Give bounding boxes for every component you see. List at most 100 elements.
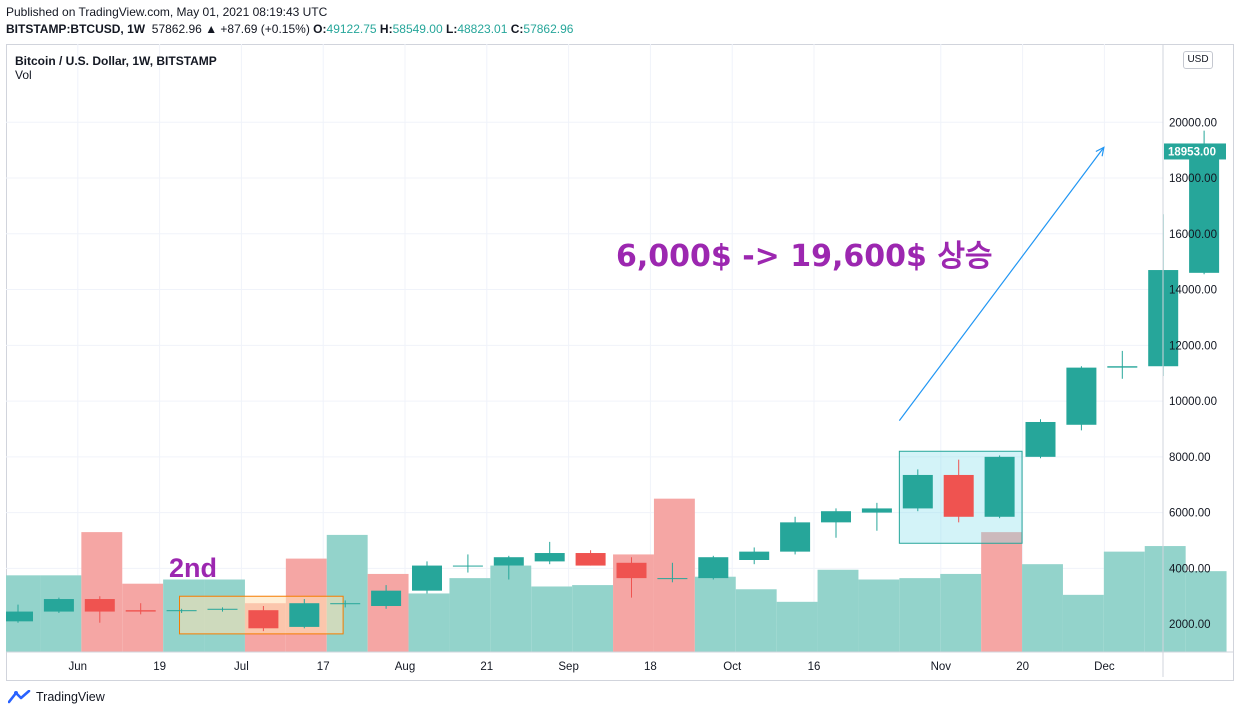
volume-bar [572,585,614,652]
volume-bar [981,532,1023,652]
price-tick-label: 12000.00 [1169,340,1217,352]
candlesticks [6,130,1220,632]
candle-body [984,456,1015,517]
candle-body [84,599,115,612]
tradingview-logo-icon [8,690,31,704]
time-tick-label: Sep [558,661,578,673]
open-value: 49122.75 [326,22,377,36]
volume-bar [531,586,573,652]
chart-legend: Bitcoin / U.S. Dollar, 1W, BITSTAMP Vol [15,54,217,82]
volume-bar [40,575,82,652]
candle-body [1107,366,1138,368]
time-tick-label: Oct [723,661,742,673]
symbol-label: BITSTAMP:BTCUSD, 1W [6,22,146,36]
volume-bar [326,534,368,652]
candle-body [780,522,811,552]
time-tick-label: 16 [808,661,821,673]
volume-bar [735,589,777,652]
time-tick-label: 17 [317,661,330,673]
high-label: H: [379,22,393,36]
candle-body [371,590,402,606]
volume-bar [899,578,941,652]
brand-name: TradingView [36,690,105,704]
candle-body [698,557,729,579]
close-label: C: [510,22,524,36]
arrow-head-icon [1095,146,1105,157]
last-price-label: 18953.00 [1168,146,1216,158]
rise-annotation: 6,000$ -> 19,600$ 상승 [616,239,993,274]
candle-body [943,474,974,517]
time-tick-label: 18 [644,661,657,673]
time-tick-label: Jul [234,661,249,673]
price-tick-label: 18000.00 [1169,173,1217,185]
time-tick-label: Dec [1094,661,1115,673]
price-axis: 2000.00 4000.00 6000.00 8000.00 10000.00 1200… [1162,44,1226,677]
volume-bar [694,576,736,652]
volume-bar [490,565,532,652]
price-change: +87.69 (+0.15%) [220,22,310,36]
published-line: Published on TradingView.com, May 01, 20… [6,5,328,19]
candle-body [452,565,483,567]
volume-bar [408,593,450,652]
candle-body [493,557,524,566]
time-tick-label: Nov [931,661,952,673]
price-tick-label: 2000.00 [1169,619,1211,631]
candle-body [1189,151,1220,273]
footer-brand[interactable]: TradingView [8,690,105,704]
low-label: L: [446,22,458,36]
volume-bar [1062,594,1104,652]
legend-volume: Vol [15,68,32,82]
candle-body [657,578,688,580]
volume-bar [449,578,491,652]
price-tick-label: 14000.00 [1169,285,1217,297]
candle-body [166,610,197,612]
volume-bar [858,579,900,652]
up-arrow-icon: ▲ [205,22,218,36]
candle-body [412,565,442,591]
candle-body [821,511,851,523]
second-annotation: 2nd [169,553,217,583]
time-tick-label: 21 [480,661,493,673]
low-value: 48823.01 [457,22,508,36]
candle-body [6,611,33,622]
candle-body [289,603,320,627]
price-tick-label: 6000.00 [1169,508,1211,520]
candle-body [43,599,74,612]
open-label: O: [313,22,327,36]
price-tick-label: 20000.00 [1169,117,1217,129]
volume-bar [653,498,695,652]
candle-body [739,551,770,560]
annotations: 6,000$ -> 19,600$ 상승 2nd [169,146,1105,583]
candle-body [1066,367,1097,425]
volume-bar [367,573,409,652]
price-tick-label: 10000.00 [1169,396,1217,408]
price-tick-label: 4000.00 [1169,563,1211,575]
candle-body [534,553,565,562]
price-chart[interactable]: 2000.00 4000.00 6000.00 8000.00 10000.00 1200… [6,44,1234,681]
chart-frame [6,44,1234,681]
volume-bar [81,532,123,652]
candle-body [248,610,279,629]
volume-bar [776,601,818,652]
time-tick-label: 19 [153,661,166,673]
legend-title: Bitcoin / U.S. Dollar, 1W, BITSTAMP [15,54,217,68]
candle-body [575,553,606,566]
time-tick-label: Jun [69,661,88,673]
currency-button[interactable]: USD [1183,51,1213,69]
volume-bar [1144,546,1186,652]
candle-body [861,508,892,513]
candle-body [902,474,933,509]
candle-body [330,603,361,605]
price-tick-label: 16000.00 [1169,229,1217,241]
last-price: 57862.96 [151,22,202,36]
last-price-tag [1164,143,1226,160]
high-value: 58549.00 [392,22,443,36]
candle-body [616,562,647,579]
time-tick-label: 20 [1016,661,1029,673]
candle-body [1025,421,1056,457]
time-axis: Jun 19 Jul 17 Aug 21 Sep 18 Oct 16 Nov 20 Dec [6,651,1234,673]
ohlc-line: BITSTAMP:BTCUSD, 1W 57862.96 ▲ +87.69 (+… [6,22,573,36]
volume-bar [1103,551,1145,652]
volume-bar [1022,564,1063,652]
volume-bar [122,583,164,652]
